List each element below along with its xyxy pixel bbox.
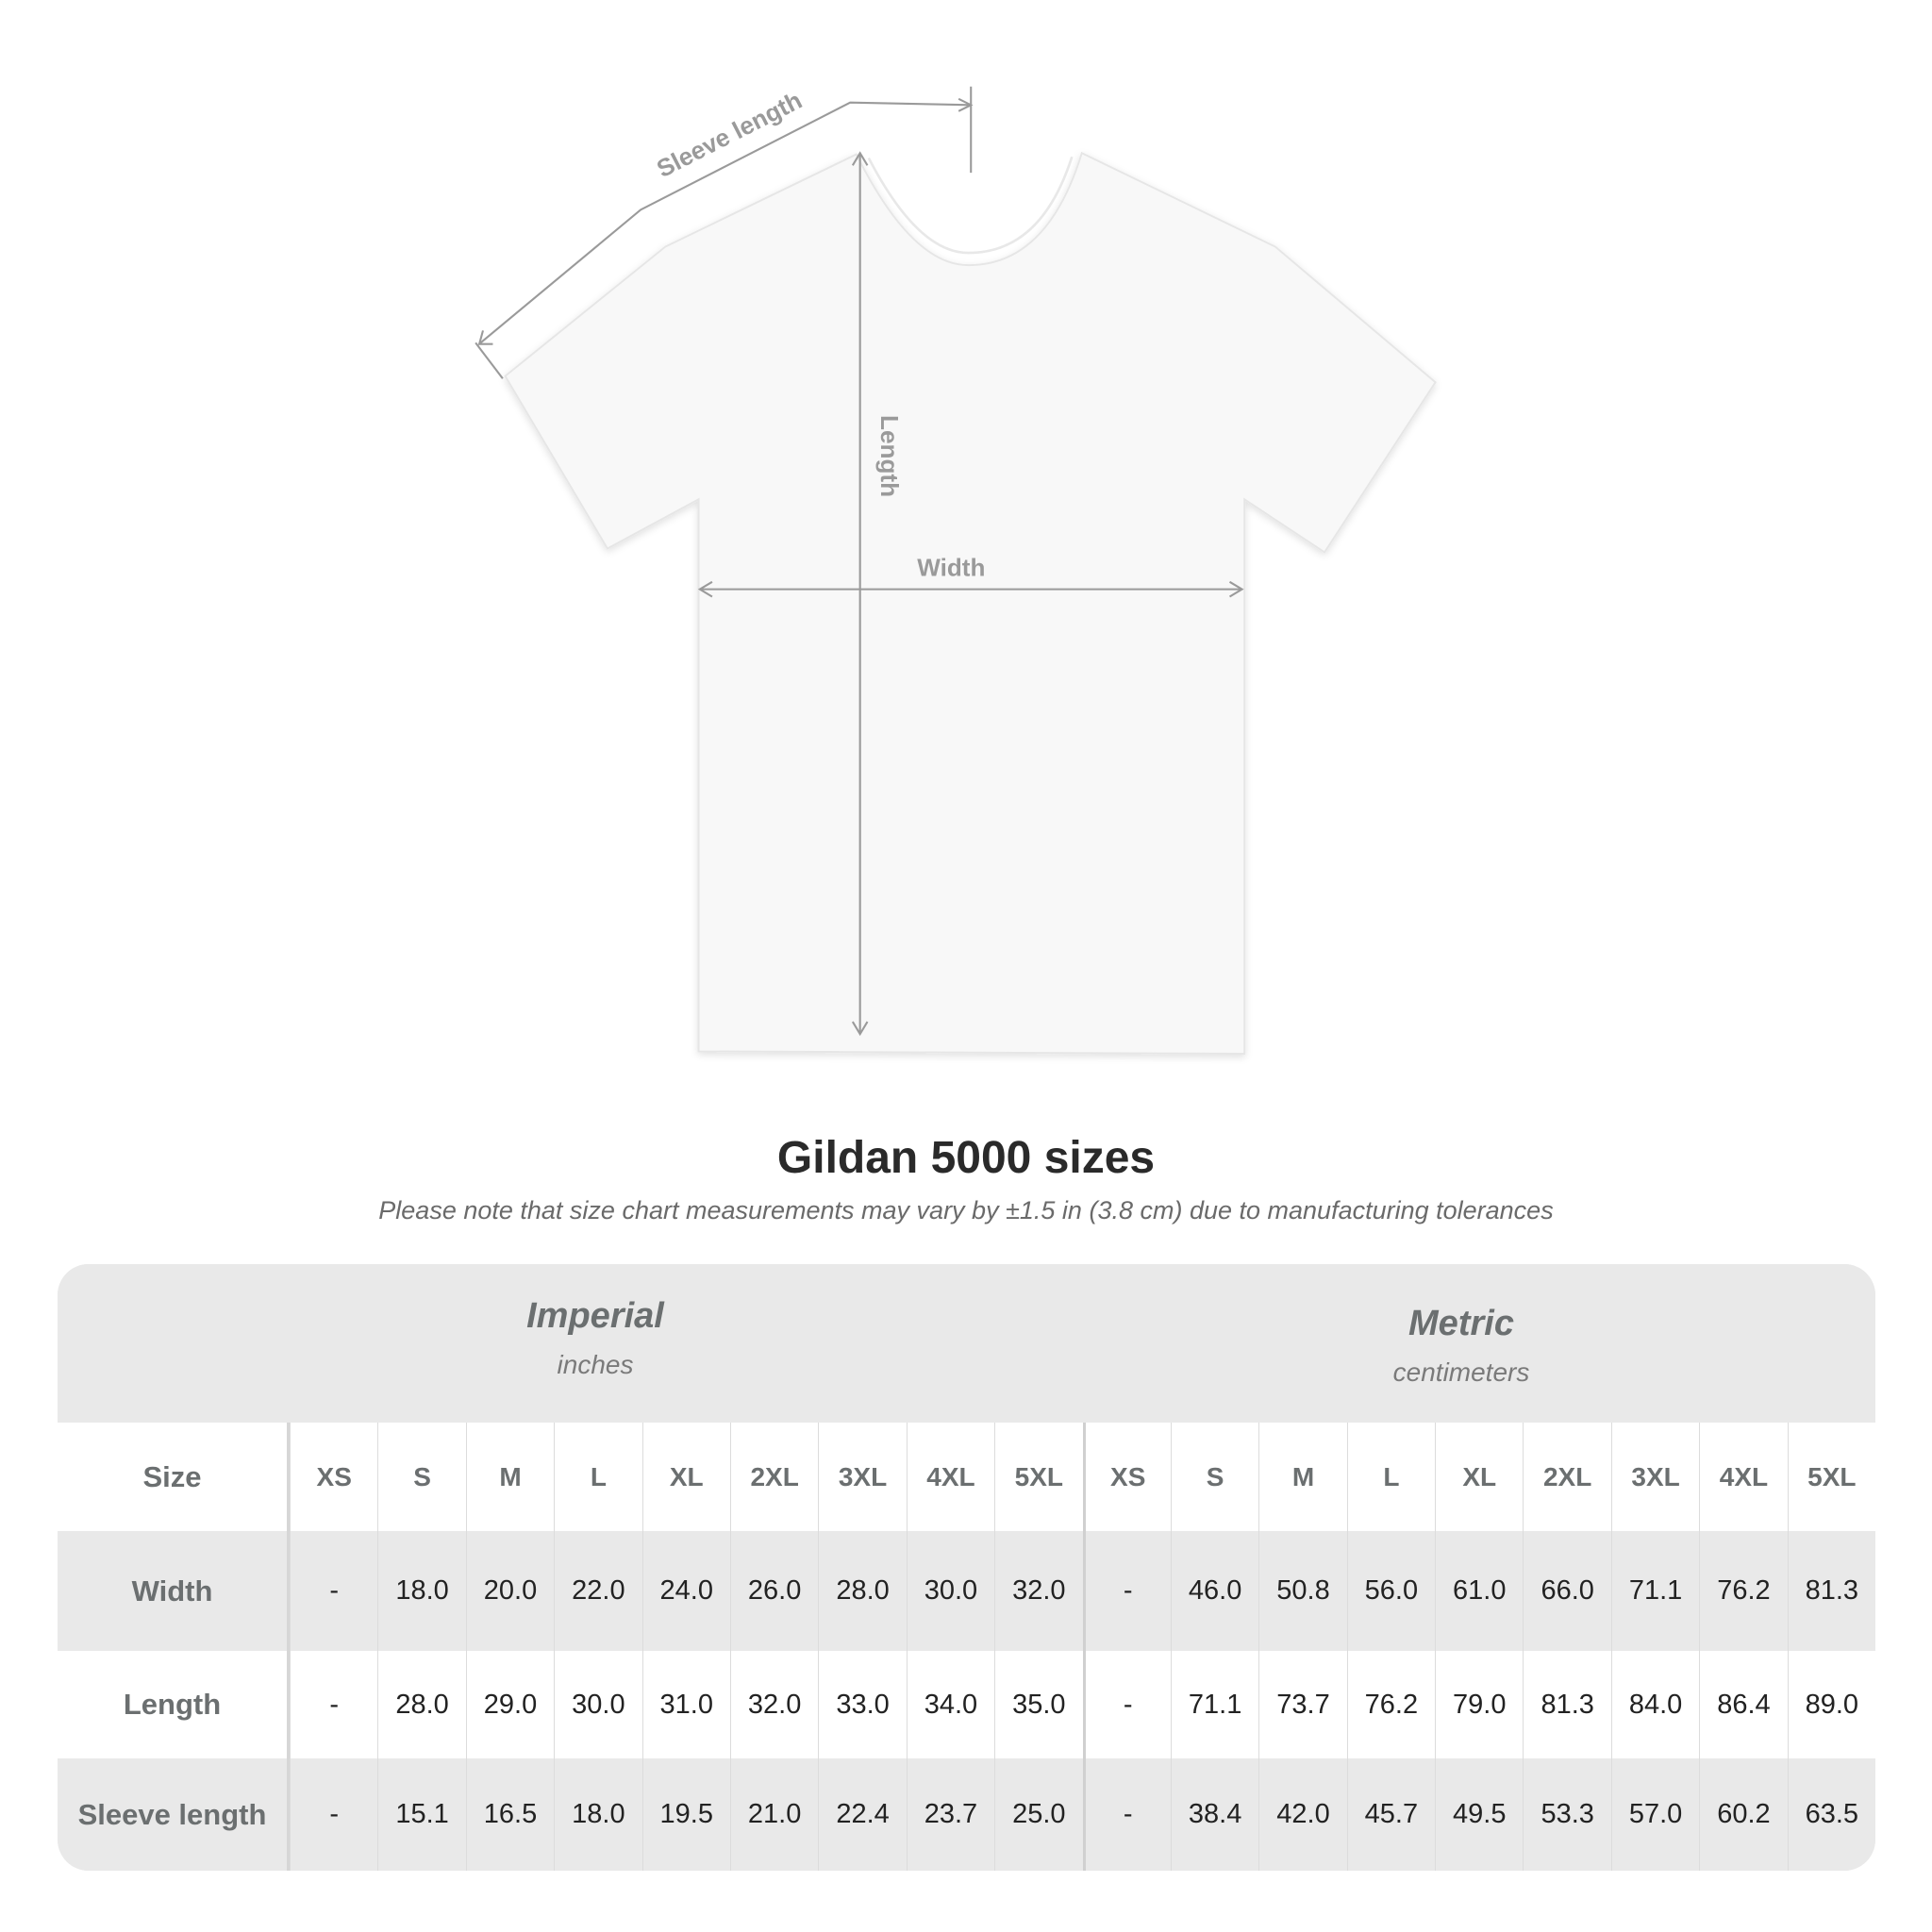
table-row: Width -18.0 20.0 22.0 24.0 26.0 28.0 30.0 32.0-4… bbox=[58, 1531, 1875, 1651]
value-cell-imperial: 22.4 bbox=[818, 1758, 906, 1871]
value-cell-metric: - bbox=[1082, 1758, 1171, 1871]
sleeve-length-measure bbox=[475, 86, 974, 379]
value-cell-metric: 79.0 bbox=[1435, 1651, 1523, 1758]
value-cell-metric: - bbox=[1082, 1531, 1171, 1651]
value-cell-metric: 50.8 bbox=[1258, 1531, 1346, 1651]
value-cell-imperial: 21.0 bbox=[729, 1758, 818, 1871]
value-cell-metric: 57.0 bbox=[1610, 1758, 1699, 1871]
tolerance-note: Please note that size chart measurements… bbox=[378, 1196, 1554, 1224]
width-measure bbox=[697, 580, 1244, 598]
value-cell-metric: 53.3 bbox=[1523, 1758, 1610, 1871]
value-cell-metric: 76.2 bbox=[1346, 1651, 1435, 1758]
value-cell-metric: 49.5 bbox=[1435, 1758, 1523, 1871]
value-cell-metric: 46.0 bbox=[1170, 1531, 1258, 1651]
size-header-metric: L bbox=[1346, 1423, 1435, 1531]
imperial-unit: inches bbox=[557, 1350, 634, 1379]
value-cell-imperial: - bbox=[290, 1758, 377, 1871]
value-cell-metric: 81.3 bbox=[1523, 1651, 1610, 1758]
value-cell-imperial: 19.5 bbox=[641, 1758, 730, 1871]
metric-unit: centimeters bbox=[1392, 1357, 1530, 1387]
value-cell-imperial: - bbox=[290, 1531, 377, 1651]
value-cell-imperial: 22.0 bbox=[554, 1531, 641, 1651]
size-header-metric: 5XL bbox=[1787, 1423, 1875, 1531]
metric-header: Metric centimeters bbox=[1178, 1304, 1744, 1388]
size-header-imperial: L bbox=[554, 1423, 641, 1531]
value-cell-metric: 84.0 bbox=[1610, 1651, 1699, 1758]
value-cell-imperial: 16.5 bbox=[465, 1758, 554, 1871]
size-header-metric: 3XL bbox=[1610, 1423, 1699, 1531]
value-cell-metric: 45.7 bbox=[1346, 1758, 1435, 1871]
tshirt-diagram: Sleeve length Length Width bbox=[475, 86, 1437, 1056]
value-cell-metric: 61.0 bbox=[1435, 1531, 1523, 1651]
size-header-metric: S bbox=[1170, 1423, 1258, 1531]
size-table: Imperial inches Metric centimeters Size X… bbox=[58, 1264, 1875, 1871]
row-label: Length bbox=[58, 1651, 290, 1758]
value-cell-imperial: 35.0 bbox=[994, 1651, 1082, 1758]
imperial-header: Imperial inches bbox=[312, 1296, 878, 1380]
table-row: Length -28.0 29.0 30.0 31.0 32.0 33.0 34.0 35.0-… bbox=[58, 1651, 1875, 1758]
value-cell-imperial: 30.0 bbox=[906, 1531, 994, 1651]
value-cell-metric: 76.2 bbox=[1699, 1531, 1787, 1651]
size-header-metric: 2XL bbox=[1523, 1423, 1610, 1531]
value-cell-metric: 56.0 bbox=[1346, 1531, 1435, 1651]
size-header-row: Size XS S M L XL 2XL 3XL 4XL 5XL XS S M L XL 2XL 3XL 4XL 5… bbox=[58, 1423, 1875, 1531]
size-header-imperial: M bbox=[465, 1423, 554, 1531]
value-cell-imperial: 28.0 bbox=[377, 1651, 465, 1758]
tshirt-shape bbox=[504, 151, 1437, 1056]
value-cell-imperial: 24.0 bbox=[641, 1531, 730, 1651]
value-cell-imperial: 25.0 bbox=[994, 1758, 1082, 1871]
width-label: Width bbox=[917, 553, 985, 581]
value-cell-imperial: - bbox=[290, 1651, 377, 1758]
value-cell-metric: 38.4 bbox=[1170, 1758, 1258, 1871]
value-cell-metric: 89.0 bbox=[1787, 1651, 1875, 1758]
metric-title: Metric bbox=[1408, 1304, 1514, 1343]
value-cell-imperial: 32.0 bbox=[994, 1531, 1082, 1651]
value-cell-imperial: 28.0 bbox=[818, 1531, 906, 1651]
page-title: Gildan 5000 sizes bbox=[776, 1133, 1156, 1183]
value-cell-metric: 86.4 bbox=[1699, 1651, 1787, 1758]
row-label: Size bbox=[58, 1423, 290, 1531]
row-label: Sleeve length bbox=[58, 1758, 290, 1871]
size-header-imperial: S bbox=[377, 1423, 465, 1531]
value-cell-imperial: 18.0 bbox=[554, 1758, 641, 1871]
size-header-metric: 4XL bbox=[1699, 1423, 1787, 1531]
value-cell-metric: 42.0 bbox=[1258, 1758, 1346, 1871]
value-cell-imperial: 31.0 bbox=[641, 1651, 730, 1758]
length-measure bbox=[851, 151, 869, 1037]
value-cell-metric: - bbox=[1082, 1651, 1171, 1758]
size-header-imperial: 4XL bbox=[906, 1423, 994, 1531]
size-header-imperial: XL bbox=[641, 1423, 730, 1531]
row-label: Width bbox=[58, 1531, 290, 1651]
value-cell-imperial: 15.1 bbox=[377, 1758, 465, 1871]
table-header: Imperial inches Metric centimeters bbox=[58, 1264, 1875, 1423]
value-cell-metric: 60.2 bbox=[1699, 1758, 1787, 1871]
table-row: Sleeve length -15.1 16.5 18.0 19.5 21.0 22.4 23… bbox=[58, 1758, 1875, 1871]
value-cell-imperial: 20.0 bbox=[465, 1531, 554, 1651]
size-header-metric: XS bbox=[1082, 1423, 1171, 1531]
value-cell-metric: 73.7 bbox=[1258, 1651, 1346, 1758]
imperial-title: Imperial bbox=[526, 1296, 664, 1336]
value-cell-imperial: 34.0 bbox=[906, 1651, 994, 1758]
size-header-imperial: XS bbox=[290, 1423, 377, 1531]
sleeve-length-label: Sleeve length bbox=[652, 86, 807, 183]
size-header-metric: M bbox=[1258, 1423, 1346, 1531]
size-header-metric: XL bbox=[1435, 1423, 1523, 1531]
value-cell-imperial: 30.0 bbox=[554, 1651, 641, 1758]
value-cell-imperial: 26.0 bbox=[729, 1531, 818, 1651]
value-cell-metric: 81.3 bbox=[1787, 1531, 1875, 1651]
value-cell-metric: 63.5 bbox=[1787, 1758, 1875, 1871]
value-cell-imperial: 23.7 bbox=[906, 1758, 994, 1871]
value-cell-imperial: 32.0 bbox=[729, 1651, 818, 1758]
size-header-imperial: 2XL bbox=[729, 1423, 818, 1531]
value-cell-imperial: 29.0 bbox=[465, 1651, 554, 1758]
length-label: Length bbox=[875, 415, 904, 497]
value-cell-imperial: 33.0 bbox=[818, 1651, 906, 1758]
size-header-imperial: 5XL bbox=[994, 1423, 1082, 1531]
size-header-imperial: 3XL bbox=[818, 1423, 906, 1531]
value-cell-metric: 66.0 bbox=[1523, 1531, 1610, 1651]
value-cell-metric: 71.1 bbox=[1170, 1651, 1258, 1758]
value-cell-metric: 71.1 bbox=[1610, 1531, 1699, 1651]
value-cell-imperial: 18.0 bbox=[377, 1531, 465, 1651]
